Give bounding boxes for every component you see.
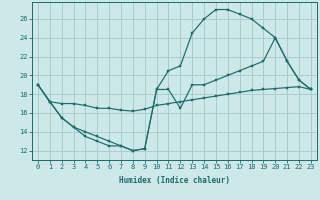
- X-axis label: Humidex (Indice chaleur): Humidex (Indice chaleur): [119, 176, 230, 185]
